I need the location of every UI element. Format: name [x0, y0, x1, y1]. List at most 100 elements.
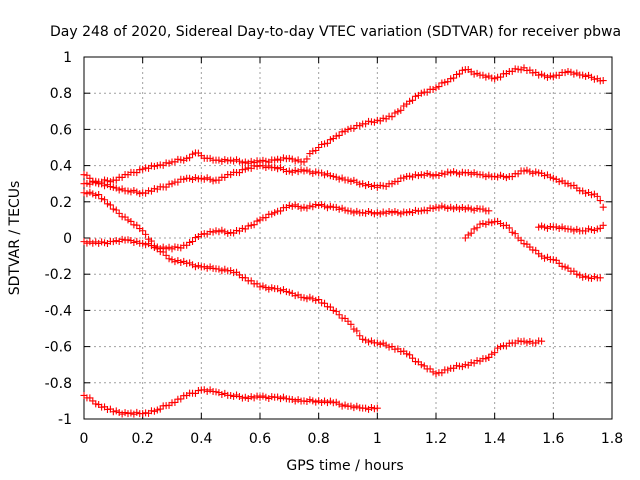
- data-marker: [426, 171, 434, 179]
- data-marker: [174, 178, 182, 186]
- data-marker: [103, 200, 111, 208]
- data-marker: [367, 209, 375, 217]
- data-point: [344, 125, 352, 133]
- data-point: [359, 209, 367, 217]
- data-marker: [458, 203, 466, 211]
- data-marker: [294, 396, 302, 404]
- data-point: [491, 75, 499, 83]
- data-marker: [367, 404, 375, 412]
- x-tick-labels: 0 0.2 0.4 0.6 0.8 1 1.2 1.4 1.6 1.8: [80, 431, 624, 447]
- x-tick-label: 1.2: [425, 431, 447, 447]
- data-point: [256, 393, 264, 401]
- y-tick-label: -1: [58, 412, 72, 428]
- data-marker: [312, 147, 320, 155]
- data-point: [197, 174, 205, 182]
- data-point: [315, 201, 323, 209]
- data-marker: [338, 402, 346, 410]
- data-marker: [485, 171, 493, 179]
- data-marker: [558, 262, 566, 270]
- data-point: [271, 156, 279, 164]
- data-point: [373, 209, 381, 217]
- data-point: [403, 350, 411, 358]
- data-marker: [353, 402, 361, 410]
- data-marker: [341, 206, 349, 214]
- data-point: [95, 191, 103, 199]
- data-marker: [191, 263, 199, 271]
- data-marker: [488, 350, 496, 358]
- data-marker: [312, 398, 320, 406]
- data-marker: [277, 287, 285, 295]
- data-point: [109, 408, 117, 416]
- data-marker: [235, 393, 243, 401]
- data-marker: [262, 157, 270, 165]
- data-marker: [326, 303, 334, 311]
- data-marker: [555, 259, 563, 267]
- data-point: [285, 154, 293, 162]
- data-marker: [106, 183, 114, 191]
- data-marker: [552, 256, 560, 264]
- data-marker: [555, 178, 563, 186]
- data-marker: [526, 168, 534, 176]
- data-marker: [262, 393, 270, 401]
- data-marker: [546, 173, 554, 181]
- data-marker: [438, 369, 446, 377]
- data-point: [549, 256, 557, 264]
- data-marker: [541, 223, 549, 231]
- data-marker: [218, 390, 226, 398]
- data-marker: [450, 168, 458, 176]
- data-marker: [177, 395, 185, 403]
- data-marker: [235, 157, 243, 165]
- data-marker: [150, 162, 158, 170]
- data-marker: [89, 190, 97, 198]
- data-marker: [83, 190, 91, 198]
- data-marker: [115, 186, 123, 194]
- data-marker: [406, 208, 414, 216]
- data-marker: [133, 169, 141, 177]
- data-marker: [156, 405, 164, 413]
- data-marker: [497, 73, 505, 81]
- data-marker: [306, 168, 314, 176]
- data-marker: [215, 228, 223, 236]
- data-marker: [127, 188, 135, 196]
- data-marker: [332, 132, 340, 140]
- data-marker: [247, 393, 255, 401]
- data-marker: [209, 228, 217, 236]
- data-marker: [297, 166, 305, 174]
- data-marker: [306, 293, 314, 301]
- data-point: [109, 183, 117, 191]
- data-marker: [112, 176, 120, 184]
- data-marker: [221, 173, 229, 181]
- data-point: [388, 113, 396, 121]
- data-marker: [497, 171, 505, 179]
- data-marker: [244, 222, 252, 230]
- data-point: [153, 406, 161, 414]
- data-point: [579, 71, 587, 79]
- data-marker: [438, 202, 446, 210]
- data-marker: [171, 398, 179, 406]
- data-marker: [341, 401, 349, 409]
- data-marker: [585, 225, 593, 233]
- data-point: [535, 71, 543, 79]
- data-marker: [596, 197, 604, 205]
- data-marker: [414, 172, 422, 180]
- data-point: [561, 263, 569, 271]
- data-marker: [203, 174, 211, 182]
- data-marker: [326, 397, 334, 405]
- data-marker: [156, 245, 164, 253]
- data-marker: [438, 79, 446, 87]
- data-point: [388, 209, 396, 217]
- data-marker: [92, 400, 100, 408]
- data-point: [329, 172, 337, 180]
- data-marker: [391, 207, 399, 215]
- data-marker: [473, 224, 481, 232]
- data-marker: [362, 182, 370, 190]
- data-marker: [112, 407, 120, 415]
- data-marker: [98, 238, 106, 246]
- data-marker: [385, 207, 393, 215]
- data-marker: [98, 195, 106, 203]
- data-marker: [312, 168, 320, 176]
- data-point: [315, 397, 323, 405]
- data-marker: [543, 73, 551, 81]
- y-tick-label: 0.2: [50, 195, 72, 211]
- data-marker: [435, 83, 443, 91]
